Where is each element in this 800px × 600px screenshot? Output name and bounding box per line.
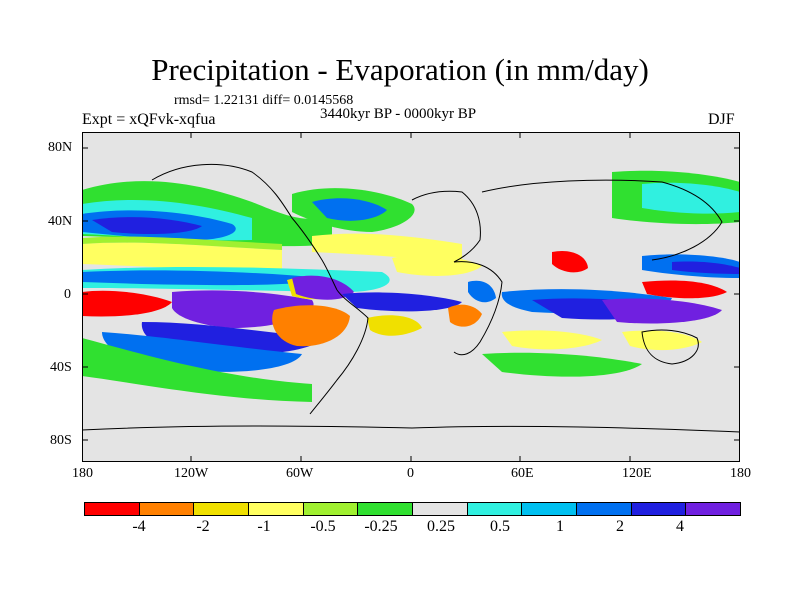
coast-asia xyxy=(481,179,723,261)
south-pacific-green xyxy=(82,338,312,402)
lat-label-40s: 40S xyxy=(50,360,72,375)
colorbar-label: -4 xyxy=(132,518,146,535)
colorbar-box xyxy=(412,502,468,516)
atlantic-itcz-blue xyxy=(342,292,462,312)
plot-title: Precipitation - Evaporation (in mm/day) xyxy=(151,52,649,87)
lat-label-40n: 40N xyxy=(48,214,73,229)
colorbar-box xyxy=(193,502,250,516)
coast-australia xyxy=(641,329,699,365)
colorbar-box xyxy=(357,502,414,516)
colorbar-box xyxy=(685,502,742,516)
lat-label-80n: 80N xyxy=(48,140,73,155)
nh-pacific-subtropic-yellow xyxy=(82,242,282,272)
south-atlantic-yellow xyxy=(367,315,422,336)
southern-ocean-green xyxy=(482,352,642,377)
africa-rain-blue xyxy=(468,280,496,303)
coast-europe xyxy=(411,190,481,263)
north-pacific-cyan xyxy=(642,182,740,214)
colorbar-label: 0.5 xyxy=(490,518,510,535)
stats-text: rmsd= 1.22131 diff= 0.0145568 xyxy=(174,93,354,108)
south-america-orange xyxy=(272,305,350,347)
lon-label-0: 0 xyxy=(407,466,414,481)
colorbar xyxy=(84,502,742,516)
atlantic-subtropic-yellow xyxy=(312,233,462,262)
nh-pacific-subtropic-lime xyxy=(82,236,282,250)
lon-label-120w: 120W xyxy=(174,466,209,481)
africa-orange xyxy=(448,304,482,327)
colorbar-box xyxy=(521,502,578,516)
colorbar-label: 4 xyxy=(676,518,684,535)
colorbar-label: -1 xyxy=(257,518,271,535)
period-text: 3440kyr BP - 0000kyr BP xyxy=(320,106,477,122)
colorbar-box xyxy=(138,502,195,516)
atlantic-storm-blue xyxy=(312,198,387,221)
colorbar-box xyxy=(248,502,304,516)
experiment-label: Expt = xQFvk-xqfua xyxy=(82,111,216,128)
lon-label-180e: 180 xyxy=(730,466,751,481)
lon-label-120e: 120E xyxy=(622,466,652,481)
colorbar-label: 2 xyxy=(616,518,624,535)
colorbar-label: 0.25 xyxy=(427,518,455,535)
colorbar-label: -0.25 xyxy=(364,518,398,535)
west-pacific-purple xyxy=(602,298,722,324)
lat-label-0: 0 xyxy=(64,287,71,302)
axis-ticks xyxy=(82,132,740,462)
nh-pacific-darkblue xyxy=(92,217,202,234)
amazon-purple xyxy=(292,275,354,300)
colorbar-box xyxy=(630,502,687,516)
colorbar-box xyxy=(576,502,632,516)
colorbar-label: 1 xyxy=(556,518,564,535)
africa-sahel-yellow xyxy=(392,255,482,276)
itcz-pacific-blue xyxy=(82,270,322,286)
lon-label-60w: 60W xyxy=(286,466,314,481)
colorbar-label: -2 xyxy=(196,518,210,535)
east-pacific-red xyxy=(82,290,172,317)
coast-north-america xyxy=(151,164,338,291)
south-indian-yellow xyxy=(502,330,602,350)
colorbar-box xyxy=(466,502,523,516)
coast-africa xyxy=(453,261,503,356)
colorbar-box xyxy=(302,502,359,516)
west-pacific-red xyxy=(642,280,727,299)
colorbar-box xyxy=(84,502,140,516)
lon-label-60e: 60E xyxy=(511,466,534,481)
lon-label-180w: 180 xyxy=(72,466,93,481)
colorbar-label: -0.5 xyxy=(310,518,336,535)
nw-pacific-darkblue xyxy=(672,261,740,274)
coastlines xyxy=(82,164,740,433)
coast-south-america xyxy=(309,289,369,415)
coast-antarctica xyxy=(82,425,740,433)
season-label: DJF xyxy=(708,111,735,128)
lat-label-80s: 80S xyxy=(50,433,72,448)
precip-evap-map xyxy=(82,132,740,462)
bay-bengal-red xyxy=(552,250,588,273)
